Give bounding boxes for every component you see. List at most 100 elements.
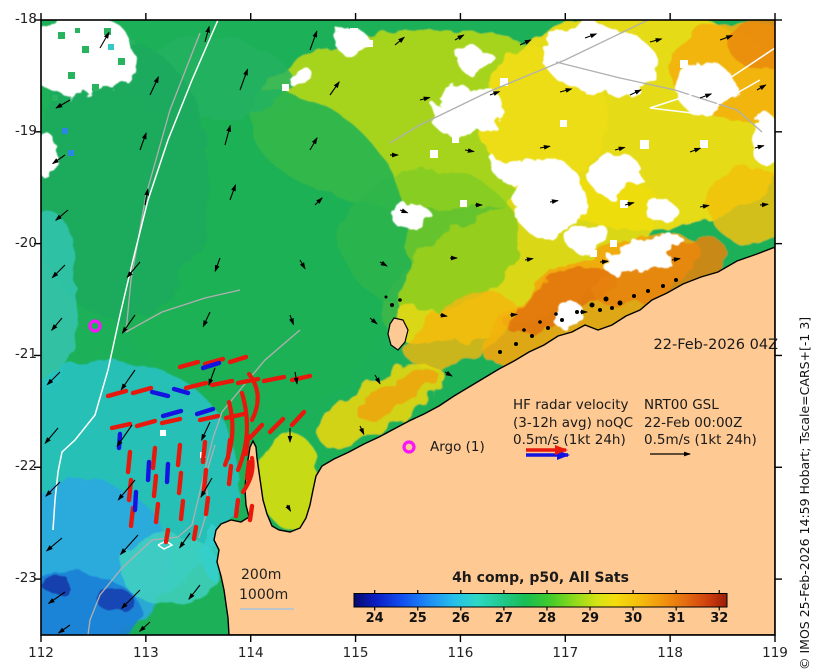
island-dot (498, 350, 502, 354)
hf-radar-vector-red (177, 359, 201, 370)
gsl-arrow (649, 38, 663, 43)
gsl-arrow (45, 537, 63, 552)
gsl-arrow (394, 36, 405, 46)
gsl-arrow (214, 257, 221, 273)
hf-radar-vector-blue (149, 389, 171, 399)
gsl-arrow (399, 208, 409, 214)
gsl-arrow (116, 424, 133, 448)
hf-radar-vector-red (247, 503, 255, 523)
gsl-arrow (559, 88, 573, 93)
gsl-arrow (57, 624, 71, 634)
hf-radar-vector-blue (132, 489, 139, 513)
hf-radar-vector-red (150, 445, 158, 471)
gsl-arrow (45, 481, 61, 497)
hf-radar-arc-red (235, 390, 250, 473)
colorbar-tick-label: 31 (667, 611, 686, 626)
gsl-arrow (374, 374, 381, 385)
gsl-arrow (549, 199, 559, 205)
cloud-mask (41, 20, 775, 329)
island-dot (617, 300, 623, 306)
hf-radar-vector-red (202, 356, 226, 367)
gsl-arrow (229, 184, 236, 201)
colorbar-tick-label: 29 (580, 611, 600, 626)
island-dot (603, 296, 609, 302)
hf-radar-vectors (105, 354, 313, 545)
island-dot (674, 278, 678, 282)
gsl-arrow (359, 425, 365, 436)
x-tick-label: 114 (237, 645, 264, 661)
gsl-arrow (54, 209, 69, 221)
gsl-arrow (299, 259, 306, 270)
colorbar-tick-label: 27 (494, 611, 513, 626)
hf-radar-vector-red (151, 473, 159, 499)
gsl-arrow (629, 89, 642, 96)
gsl-arrow (138, 621, 151, 633)
gsl-arrow (539, 144, 551, 150)
gsl-arrow (689, 147, 702, 153)
hf-radar-vector-red (109, 421, 133, 431)
hf-radar-vector-red (244, 459, 252, 481)
hf-legend-line2-right: 22-Feb 00:00Z (644, 415, 743, 431)
hf-radar-vector-red (178, 498, 186, 522)
island-dot (575, 310, 579, 314)
hf-radar-vector-red (175, 442, 183, 468)
hf-radar-vector-red (128, 505, 136, 529)
hf-radar-arc-red (240, 455, 255, 495)
hf-radar-vector-red (223, 411, 247, 421)
axes-frame (34, 13, 782, 642)
hf-radar-vector-red (191, 524, 199, 542)
gsl-arrow (329, 81, 340, 96)
x-tick-label: 118 (657, 645, 684, 661)
island-dot (560, 318, 564, 322)
y-tick-label: -20 (14, 234, 37, 251)
gsl-arrow (624, 201, 635, 207)
hf-radar-vector-red (153, 501, 161, 525)
y-tick-label: -19 (14, 122, 37, 139)
gsl-arrow (489, 91, 501, 96)
gsl-arrow (293, 371, 299, 385)
gsl-arrow (202, 311, 211, 328)
gsl-arrow (239, 68, 249, 91)
gsl-arrow (419, 96, 431, 102)
argo-markers (88, 319, 416, 454)
gsl-arrow (285, 504, 292, 512)
hf-legend-line2-left: (3-12h avg) noQC (513, 415, 634, 431)
gsl-arrow (454, 34, 465, 41)
argo-legend-marker (402, 440, 416, 454)
gsl-arrow (699, 204, 710, 209)
colorbar-tick-label: 26 (451, 611, 470, 626)
hf-radar-vector-red (267, 416, 286, 435)
gsl-arrow (126, 261, 141, 279)
gsl-arrow (671, 257, 681, 263)
hf-legend-line1-right: NRT00 GSL (644, 397, 719, 413)
gsl-arrow (719, 35, 734, 41)
hf-radar-vector-red (200, 439, 208, 465)
hf-legend-line3-left: 0.5m/s (1kt 24h) (513, 432, 626, 448)
gsl-arrow (179, 532, 191, 549)
gsl-arrow (149, 75, 159, 96)
island-dot (384, 295, 388, 299)
hf-radar-vector-red (183, 380, 209, 391)
colorbar-tick-label: 25 (408, 611, 427, 626)
gsl-arrow (759, 202, 769, 208)
gsl-arrow (51, 317, 63, 332)
bathymetry-contours (52, 20, 775, 635)
copyright-vertical: © IMOS 25-Feb-2026 14:59 Hobart; Tscale=… (797, 316, 812, 670)
gsl-arrow (44, 427, 59, 445)
island-dot (390, 303, 394, 307)
hf-legend-line3-right: 0.5m/s (1kt 24h) (644, 432, 757, 448)
gsl-arrow (464, 148, 475, 153)
island-dot (522, 328, 526, 332)
gsl-velocity-arrows (44, 25, 769, 634)
datetime-label: 22-Feb-2026 04Z (653, 337, 778, 353)
land-layer (213, 246, 775, 635)
hf-radar-vector-red (209, 378, 235, 388)
x-tick-label: 119 (762, 645, 788, 661)
gsl-arrow (119, 534, 139, 556)
depth-1000m-label: 1000m (239, 587, 289, 603)
x-tick-label: 117 (552, 645, 579, 661)
gsl-arrow (699, 93, 713, 99)
hf-radar-vector-blue (171, 386, 191, 396)
colorbar-title: 4h comp, p50, All Sats (452, 570, 629, 586)
